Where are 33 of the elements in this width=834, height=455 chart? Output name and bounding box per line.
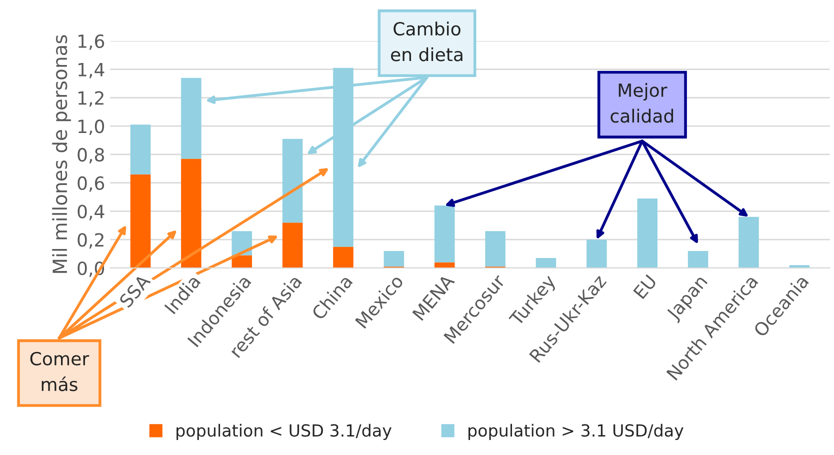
- x-tick-label: SSA: [118, 273, 152, 308]
- bar: [485, 231, 506, 267]
- legend-label: population > 3.1 USD/day: [468, 424, 684, 440]
- bar: [282, 222, 303, 268]
- bar: [181, 158, 202, 268]
- bar: [536, 258, 556, 268]
- y-tick-label: 1,6: [78, 34, 104, 50]
- bar: [130, 124, 151, 174]
- y-tick-label: 1,4: [78, 63, 104, 78]
- bar: [384, 250, 404, 267]
- y-tick-label: 1,2: [78, 91, 104, 107]
- y-tick-label: 0,4: [78, 204, 104, 220]
- bar: [434, 206, 455, 262]
- annotation: Mejor calidad: [610, 83, 674, 123]
- y-tick-label: 1,0: [78, 120, 104, 136]
- bar: [130, 174, 151, 268]
- bar: [181, 78, 202, 159]
- text: Comer más: [30, 352, 90, 392]
- y-tick-label: 0,8: [78, 148, 104, 164]
- bar: [637, 198, 658, 268]
- bar: [333, 246, 354, 268]
- bar: [232, 231, 252, 256]
- bar: [586, 240, 607, 268]
- annotation: Cambio en dieta: [390, 22, 462, 62]
- x-tick-label: EU: [633, 274, 658, 300]
- bar: [232, 255, 252, 268]
- y-axis-title: Mil millones de personas: [52, 35, 71, 273]
- bar: [282, 138, 303, 223]
- y-tick-label: 0,6: [78, 176, 104, 192]
- legend-label: population < USD 3.1/day: [176, 424, 392, 440]
- bar: [688, 250, 708, 268]
- y-tick-label: 0,2: [78, 233, 104, 249]
- bar: [738, 216, 759, 268]
